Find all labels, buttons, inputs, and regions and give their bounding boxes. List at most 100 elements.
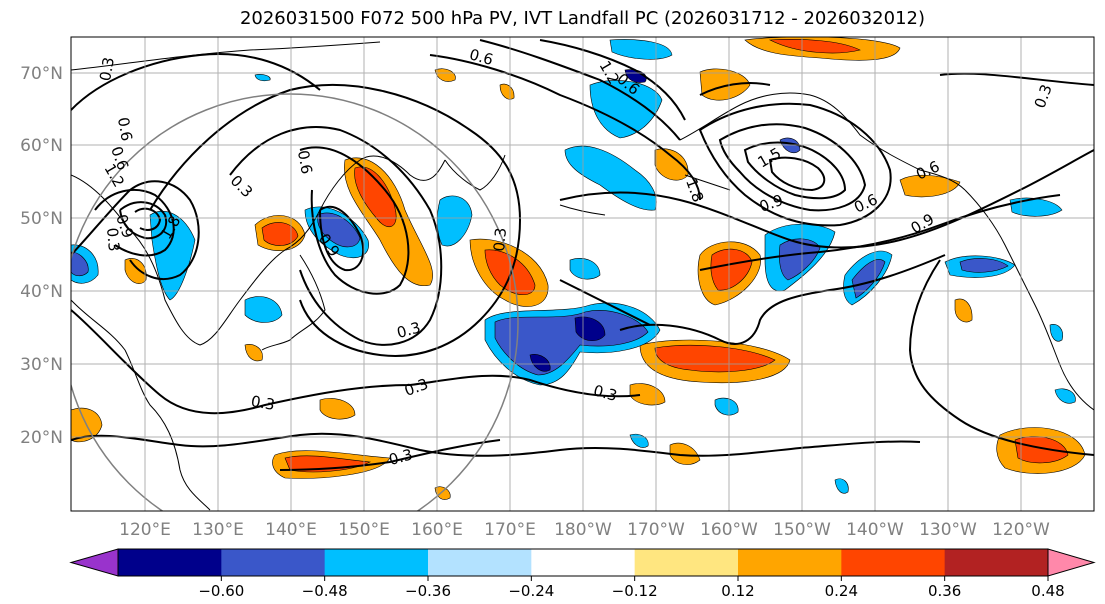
map-frame [70, 36, 1095, 512]
contour-line [479, 39, 681, 141]
lat-label: 70°N [20, 64, 63, 84]
contour-value-label: 0.3 [395, 318, 423, 342]
anomaly-negative [959, 258, 1009, 273]
lon-label: 140°W [846, 520, 904, 540]
lon-label: 120°W [992, 520, 1050, 540]
contour-line [539, 39, 686, 121]
lat-label: 30°N [20, 355, 63, 375]
contour-line [71, 180, 200, 280]
anomaly-positive [354, 166, 397, 228]
colorbar-segment [221, 549, 326, 576]
colorbar [69, 548, 1096, 577]
lon-label: 150°W [773, 520, 831, 540]
contour-line [559, 279, 651, 326]
contour-line [71, 309, 641, 415]
anomaly-negative [851, 259, 886, 299]
contour-line [718, 123, 867, 212]
anomaly-negative [1009, 197, 1063, 217]
colorbar-tick-label: 0.48 [1031, 582, 1064, 600]
contour-line [94, 189, 175, 257]
contour-value-label: 0.3 [490, 227, 510, 252]
anomaly-positive [899, 174, 961, 198]
contour-line [134, 207, 162, 231]
contour-line [319, 205, 365, 272]
contour-value-label: 0.3 [250, 392, 277, 414]
coastlines [71, 41, 1094, 511]
anomaly-negative [778, 238, 821, 281]
contour-line [699, 72, 1094, 96]
anomaly-negative [714, 397, 739, 416]
anomaly-negative [629, 433, 649, 448]
coastline-asia-south [71, 299, 211, 511]
anomaly-positive [710, 248, 753, 291]
lon-label: 130°W [919, 520, 977, 540]
latitude-labels: 70°N 60°N 50°N 40°N 30°N 20°N [20, 64, 63, 448]
lat-label: 20°N [20, 428, 63, 448]
colorbar-segment [118, 549, 222, 576]
colorbar-segment [324, 549, 429, 576]
anomaly-negative [569, 258, 601, 280]
colorbar-tick-label: 0.36 [928, 582, 961, 600]
contour-value-label: 0.6 [467, 45, 495, 69]
colorbar-segment [634, 549, 739, 576]
contour-value-label: 0.3 [387, 445, 415, 469]
pv-contours [71, 39, 1094, 471]
coastline-asia [71, 155, 446, 346]
colorbar-labels: −0.60 −0.48 −0.36 −0.24 −0.12 0.12 0.24 0.36 0.4… [198, 576, 1065, 600]
colorbar-tick-label: −0.36 [405, 582, 451, 600]
contour-value-label: 0.3 [103, 227, 123, 252]
lat-label: 40°N [20, 282, 63, 302]
anomaly-positive [434, 68, 456, 82]
contour-line [768, 156, 826, 192]
colorbar-tick-label: −0.24 [508, 582, 554, 600]
range-circle [71, 93, 519, 511]
anomaly-positive [261, 222, 299, 246]
anomaly-positive [654, 345, 776, 373]
colorbar-frame [117, 548, 1049, 577]
lon-label: 160°W [700, 520, 758, 540]
lon-label: 170°E [484, 520, 536, 540]
anomaly-negative [834, 478, 849, 494]
lon-label: 130°E [192, 520, 244, 540]
contour-value-label: 0.6 [294, 149, 316, 176]
contour-line [119, 201, 168, 240]
anomaly-positive [499, 83, 515, 100]
anomaly-positive [768, 39, 861, 54]
contour-line [619, 254, 946, 345]
gridlines [71, 37, 1094, 511]
lat-label: 60°N [20, 136, 63, 156]
coastline-kamchatka [444, 154, 506, 191]
colorbar-segment [944, 549, 1049, 576]
colorbar-extend-low [69, 548, 119, 577]
contour-line [559, 149, 1094, 249]
lon-label: 170°W [627, 520, 685, 540]
anomaly-negative [71, 251, 89, 277]
anomaly-positive [319, 398, 356, 420]
colorbar-tick-label: 0.12 [721, 582, 754, 600]
colorbar-tick-label: −0.48 [302, 582, 348, 600]
shaded-field [71, 37, 1086, 500]
anomaly-positive [699, 68, 751, 101]
anomaly-positive [244, 344, 263, 362]
contour-line [299, 146, 410, 295]
contour-line [279, 439, 501, 471]
anomaly-positive [669, 442, 701, 465]
anomaly-negative [254, 74, 271, 82]
anomaly-negative [589, 80, 663, 139]
contour-line [429, 54, 701, 201]
colorbar-tick-label: 0.24 [825, 582, 858, 600]
contour-line [71, 432, 921, 457]
lon-label: 120°E [119, 520, 171, 540]
coastline-japan [261, 254, 326, 351]
lon-label: 150°E [338, 520, 390, 540]
anomaly-negative [1054, 388, 1076, 404]
anomaly-positive [954, 298, 973, 323]
anomaly-negative [1049, 324, 1063, 342]
lon-label: 160°E [411, 520, 463, 540]
contour-line [743, 141, 847, 200]
colorbar-extend-high [1047, 548, 1096, 577]
colorbar-segment [738, 549, 842, 576]
colorbar-tick-label: −0.60 [198, 582, 244, 600]
anomaly-negative [564, 145, 657, 211]
